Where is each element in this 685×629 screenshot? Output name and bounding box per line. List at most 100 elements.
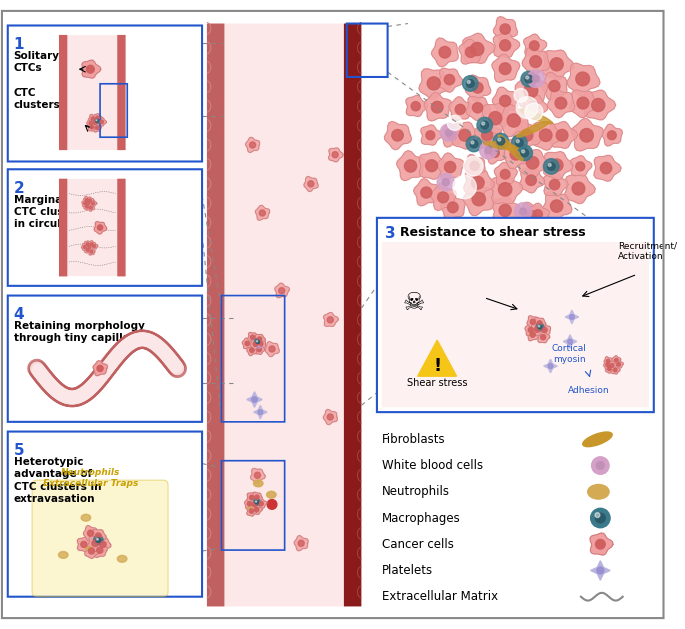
Polygon shape xyxy=(527,316,539,328)
Circle shape xyxy=(595,540,605,549)
Circle shape xyxy=(443,179,449,186)
Polygon shape xyxy=(502,140,530,169)
Polygon shape xyxy=(608,361,617,370)
Ellipse shape xyxy=(248,506,252,509)
Polygon shape xyxy=(255,345,265,354)
Polygon shape xyxy=(419,152,447,179)
Circle shape xyxy=(89,121,92,125)
Circle shape xyxy=(606,364,610,367)
Polygon shape xyxy=(492,54,520,82)
Circle shape xyxy=(466,80,474,87)
Text: 1: 1 xyxy=(14,37,24,52)
Circle shape xyxy=(298,540,304,547)
Circle shape xyxy=(258,409,263,415)
Circle shape xyxy=(256,344,262,350)
Circle shape xyxy=(84,245,86,248)
Polygon shape xyxy=(255,335,265,344)
Polygon shape xyxy=(85,545,99,559)
Circle shape xyxy=(95,533,101,539)
Circle shape xyxy=(332,152,338,158)
Polygon shape xyxy=(604,357,612,365)
Circle shape xyxy=(490,148,499,157)
Text: White blood cells: White blood cells xyxy=(382,459,483,472)
Circle shape xyxy=(548,364,553,369)
Circle shape xyxy=(514,203,532,220)
Polygon shape xyxy=(424,92,451,121)
Circle shape xyxy=(577,97,589,109)
Text: ☠: ☠ xyxy=(403,291,425,314)
Circle shape xyxy=(532,75,540,82)
Polygon shape xyxy=(251,469,265,483)
Polygon shape xyxy=(421,125,442,145)
Circle shape xyxy=(507,114,521,127)
Circle shape xyxy=(86,65,95,73)
Circle shape xyxy=(467,81,471,84)
Circle shape xyxy=(572,182,585,195)
Circle shape xyxy=(530,41,539,50)
Ellipse shape xyxy=(253,480,263,487)
Circle shape xyxy=(392,130,403,141)
Polygon shape xyxy=(449,97,473,121)
Polygon shape xyxy=(323,313,338,326)
Polygon shape xyxy=(538,331,550,343)
Polygon shape xyxy=(418,340,457,376)
Circle shape xyxy=(500,169,510,179)
Polygon shape xyxy=(532,323,545,336)
Polygon shape xyxy=(525,323,537,336)
Polygon shape xyxy=(519,203,545,231)
Circle shape xyxy=(499,96,511,106)
Polygon shape xyxy=(247,506,258,516)
Circle shape xyxy=(88,245,91,248)
Polygon shape xyxy=(440,194,465,221)
Circle shape xyxy=(84,202,86,205)
Polygon shape xyxy=(475,121,501,148)
Polygon shape xyxy=(96,538,111,552)
Polygon shape xyxy=(88,241,95,247)
Polygon shape xyxy=(94,114,102,122)
Polygon shape xyxy=(463,33,495,64)
Circle shape xyxy=(499,40,511,51)
Circle shape xyxy=(521,71,536,87)
Circle shape xyxy=(569,314,574,320)
Circle shape xyxy=(245,342,249,346)
FancyBboxPatch shape xyxy=(117,179,125,276)
Circle shape xyxy=(538,325,540,327)
Polygon shape xyxy=(93,123,101,132)
Circle shape xyxy=(470,161,479,170)
Polygon shape xyxy=(523,34,547,56)
Circle shape xyxy=(254,338,261,345)
Circle shape xyxy=(253,499,260,506)
Polygon shape xyxy=(569,90,598,118)
Circle shape xyxy=(90,206,92,209)
Polygon shape xyxy=(452,122,480,149)
Circle shape xyxy=(482,122,485,125)
Polygon shape xyxy=(256,498,266,508)
Polygon shape xyxy=(414,179,440,206)
Polygon shape xyxy=(481,104,512,134)
Circle shape xyxy=(279,287,285,294)
Circle shape xyxy=(590,508,610,528)
Polygon shape xyxy=(432,38,458,67)
Polygon shape xyxy=(485,142,505,164)
Circle shape xyxy=(249,509,253,513)
Polygon shape xyxy=(543,50,574,80)
Circle shape xyxy=(610,364,614,367)
Polygon shape xyxy=(522,95,548,120)
Polygon shape xyxy=(252,504,262,515)
Polygon shape xyxy=(250,338,261,350)
Circle shape xyxy=(466,136,482,152)
Circle shape xyxy=(437,174,455,191)
Polygon shape xyxy=(549,121,577,148)
Circle shape xyxy=(530,56,542,67)
Circle shape xyxy=(471,141,474,144)
Polygon shape xyxy=(91,243,98,249)
Circle shape xyxy=(614,359,618,362)
Circle shape xyxy=(93,245,96,248)
Polygon shape xyxy=(248,333,258,343)
Circle shape xyxy=(85,198,88,201)
Circle shape xyxy=(95,126,99,130)
Polygon shape xyxy=(464,155,485,177)
Polygon shape xyxy=(87,197,94,204)
Circle shape xyxy=(249,495,253,499)
Polygon shape xyxy=(90,200,97,206)
